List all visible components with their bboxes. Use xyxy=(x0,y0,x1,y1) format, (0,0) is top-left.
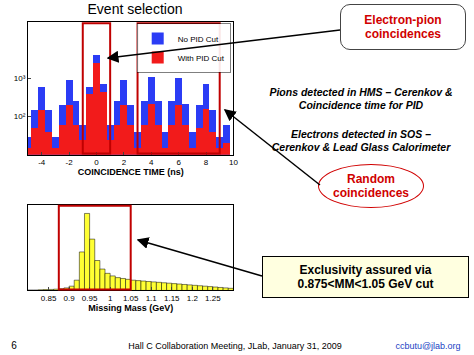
svg-text:With PID Cut: With PID Cut xyxy=(178,54,225,63)
svg-text:8: 8 xyxy=(204,158,209,167)
svg-text:1: 1 xyxy=(108,294,113,303)
html-text:Electron-pion: Electron-pion xyxy=(364,12,442,27)
svg-text:0.85: 0.85 xyxy=(41,294,57,303)
svg-text:-2: -2 xyxy=(66,158,74,167)
html-text:Electrons detected in SOS –: Electrons detected in SOS – xyxy=(291,128,431,140)
svg-text:1.15: 1.15 xyxy=(164,294,180,303)
svg-text:0.95: 0.95 xyxy=(82,294,98,303)
html-text:coincidences: coincidences xyxy=(365,27,441,41)
html-text:6: 6 xyxy=(11,340,17,351)
html-text:Exclusivity assured via: Exclusivity assured via xyxy=(299,262,432,277)
svg-text:10: 10 xyxy=(229,158,238,167)
html-text:0.875<MM<1.05 GeV cut: 0.875<MM<1.05 GeV cut xyxy=(297,277,434,291)
svg-text:4: 4 xyxy=(149,158,154,167)
svg-text:1.05: 1.05 xyxy=(123,294,139,303)
svg-text:1.1: 1.1 xyxy=(146,294,158,303)
html-text:Pions detected in HMS – Cerenk: Pions detected in HMS – Cerenkov & xyxy=(269,86,453,98)
html-text:Coincidence time for PID: Coincidence time for PID xyxy=(298,98,424,111)
html-text:coincidences: coincidences xyxy=(333,186,409,200)
svg-text:10³: 10³ xyxy=(14,74,26,83)
svg-text:1.2: 1.2 xyxy=(187,294,199,303)
svg-text:2: 2 xyxy=(122,158,127,167)
svg-text:10²: 10² xyxy=(14,112,26,121)
svg-text:COINCIDENCE TIME (ns): COINCIDENCE TIME (ns) xyxy=(78,167,184,177)
svg-text:Missing Mass (GeV): Missing Mass (GeV) xyxy=(88,303,173,313)
svg-text:6: 6 xyxy=(176,158,181,167)
html-text:Random: Random xyxy=(347,171,395,186)
svg-text:-4: -4 xyxy=(38,158,46,167)
html-text:ccbutu@jlab.org: ccbutu@jlab.org xyxy=(395,341,461,351)
html-text:Hall C Collaboration Meeting,: Hall C Collaboration Meeting, JLab, Janu… xyxy=(128,341,342,351)
svg-text:1.25: 1.25 xyxy=(205,294,221,303)
svg-text:0.9: 0.9 xyxy=(64,294,76,303)
svg-text:0: 0 xyxy=(94,158,99,167)
html-text:Cerenkov & Lead Glass Calorime: Cerenkov & Lead Glass Calorimeter xyxy=(271,140,451,153)
html-text:Event selection: Event selection xyxy=(87,1,183,17)
svg-text:No PID Cut: No PID Cut xyxy=(178,35,219,44)
